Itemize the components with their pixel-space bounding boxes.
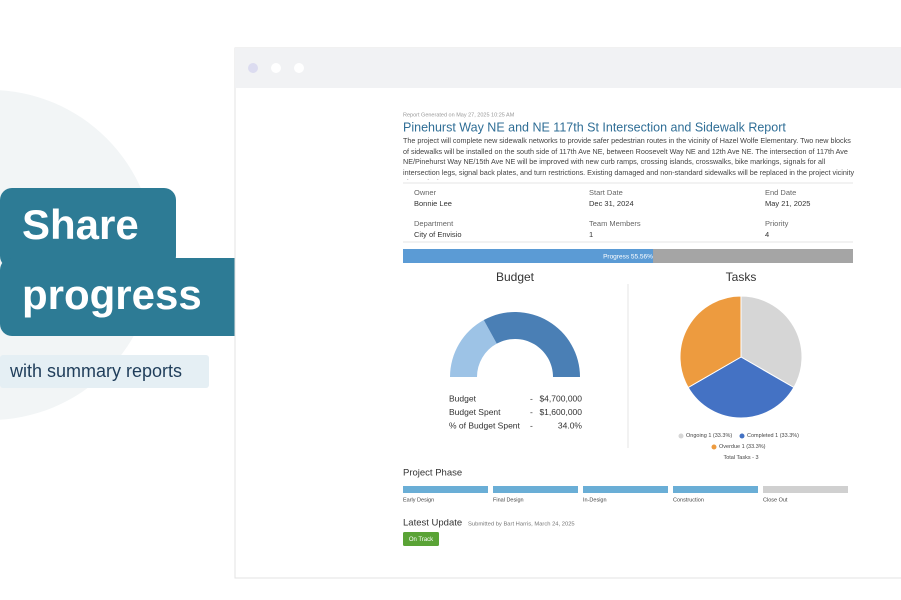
field-label: Department [414, 219, 454, 228]
promo-title: progress [22, 271, 202, 318]
total-label: Total Tasks - [723, 455, 754, 461]
legend-value: 1 (33.3%) [708, 433, 732, 439]
budget-title: Budget [496, 270, 535, 284]
phase-label: In-Design [583, 497, 607, 503]
status-badge [403, 532, 439, 546]
progress-text: Progress [603, 253, 630, 260]
legend-item: Overdue 1 (33.3%) [719, 444, 766, 450]
promo-subtitle: with summary reports [9, 361, 182, 381]
budget-label: Budget Spent [449, 407, 501, 417]
phase-title: Project Phase [403, 468, 462, 479]
legend-dot [739, 433, 745, 439]
window-dot [294, 63, 304, 73]
legend-item: Ongoing 1 (33.3%) [686, 433, 732, 439]
update-submitted: Submitted by Bart Harris, March 24, 2025 [468, 522, 575, 528]
legend-item: Completed 1 (33.3%) [747, 433, 799, 439]
phase-label: Early Design [403, 497, 434, 503]
report-title: Pinehurst Way NE and NE 117th St Interse… [403, 120, 786, 134]
progress-label: Progress 55.56% [603, 253, 653, 260]
pie-slice [679, 295, 742, 389]
budget-value: $1,600,000 [539, 407, 582, 417]
title-box [0, 258, 250, 336]
legend-name: Overdue [719, 444, 740, 450]
phase-label: Final Design [493, 497, 524, 503]
field-value: Bonnie Lee [414, 199, 452, 208]
field-label: End Date [765, 188, 796, 197]
budget-remaining-arc [483, 312, 580, 377]
window-bar [235, 48, 901, 88]
update-title: Latest Update [403, 518, 462, 529]
status-text: On Track [409, 537, 434, 543]
progress-value: 55.56% [631, 253, 653, 260]
field-label: Owner [414, 188, 437, 197]
description-box: The project will complete new sidewalk n… [403, 136, 855, 180]
legend-name: Ongoing [686, 433, 707, 439]
legend-value: 1 (33.3%) [775, 433, 799, 439]
phase-bar [673, 486, 758, 493]
field-value: 4 [765, 230, 769, 239]
phase-label: Close Out [763, 497, 788, 503]
total-value: 3 [755, 455, 758, 461]
progress-bar [403, 249, 654, 263]
field-label: Start Date [589, 188, 623, 197]
generated: Report Generated on May 27, 2025 10:25 A… [403, 112, 515, 118]
phase-bar [763, 486, 848, 493]
legend-value: 1 (33.3%) [742, 444, 766, 450]
tasks-title: Tasks [726, 270, 757, 284]
field-value: 1 [589, 230, 593, 239]
legend-dot [711, 444, 717, 450]
budget-sep: - [530, 420, 533, 430]
phase-bar [403, 486, 488, 493]
promo-title: Share [22, 201, 139, 248]
budget-sep: - [530, 393, 533, 403]
budget-label: % of Budget Spent [449, 420, 521, 430]
field-label: Priority [765, 219, 789, 228]
legend-dot [678, 433, 684, 439]
field-label: Team Members [589, 219, 641, 228]
title-box [0, 188, 176, 268]
budget-spent-arc [450, 319, 497, 377]
budget-sep: - [530, 407, 533, 417]
legend-name: Completed [747, 433, 774, 439]
description: The project will complete new sidewalk n… [403, 136, 855, 180]
field-value: City of Envisio [414, 230, 462, 239]
budget-value: 34.0% [558, 420, 583, 430]
tasks-total: Total Tasks - 3 [723, 455, 758, 461]
window-dot [271, 63, 281, 73]
phase-bar [493, 486, 578, 493]
phase-bar [583, 486, 668, 493]
budget-value: $4,700,000 [539, 393, 582, 403]
window-dot [248, 63, 258, 73]
field-value: May 21, 2025 [765, 199, 810, 208]
subtitle-box [0, 355, 209, 388]
budget-label: Budget [449, 393, 477, 403]
field-value: Dec 31, 2024 [589, 199, 634, 208]
phase-label: Construction [673, 497, 704, 503]
pie-slice [740, 295, 803, 389]
